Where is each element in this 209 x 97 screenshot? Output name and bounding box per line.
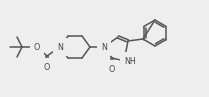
- Text: O: O: [44, 62, 50, 71]
- Text: N: N: [57, 42, 63, 52]
- Text: N: N: [101, 42, 107, 52]
- Text: NH: NH: [124, 56, 136, 65]
- Text: O: O: [109, 65, 115, 74]
- Text: O: O: [34, 42, 40, 52]
